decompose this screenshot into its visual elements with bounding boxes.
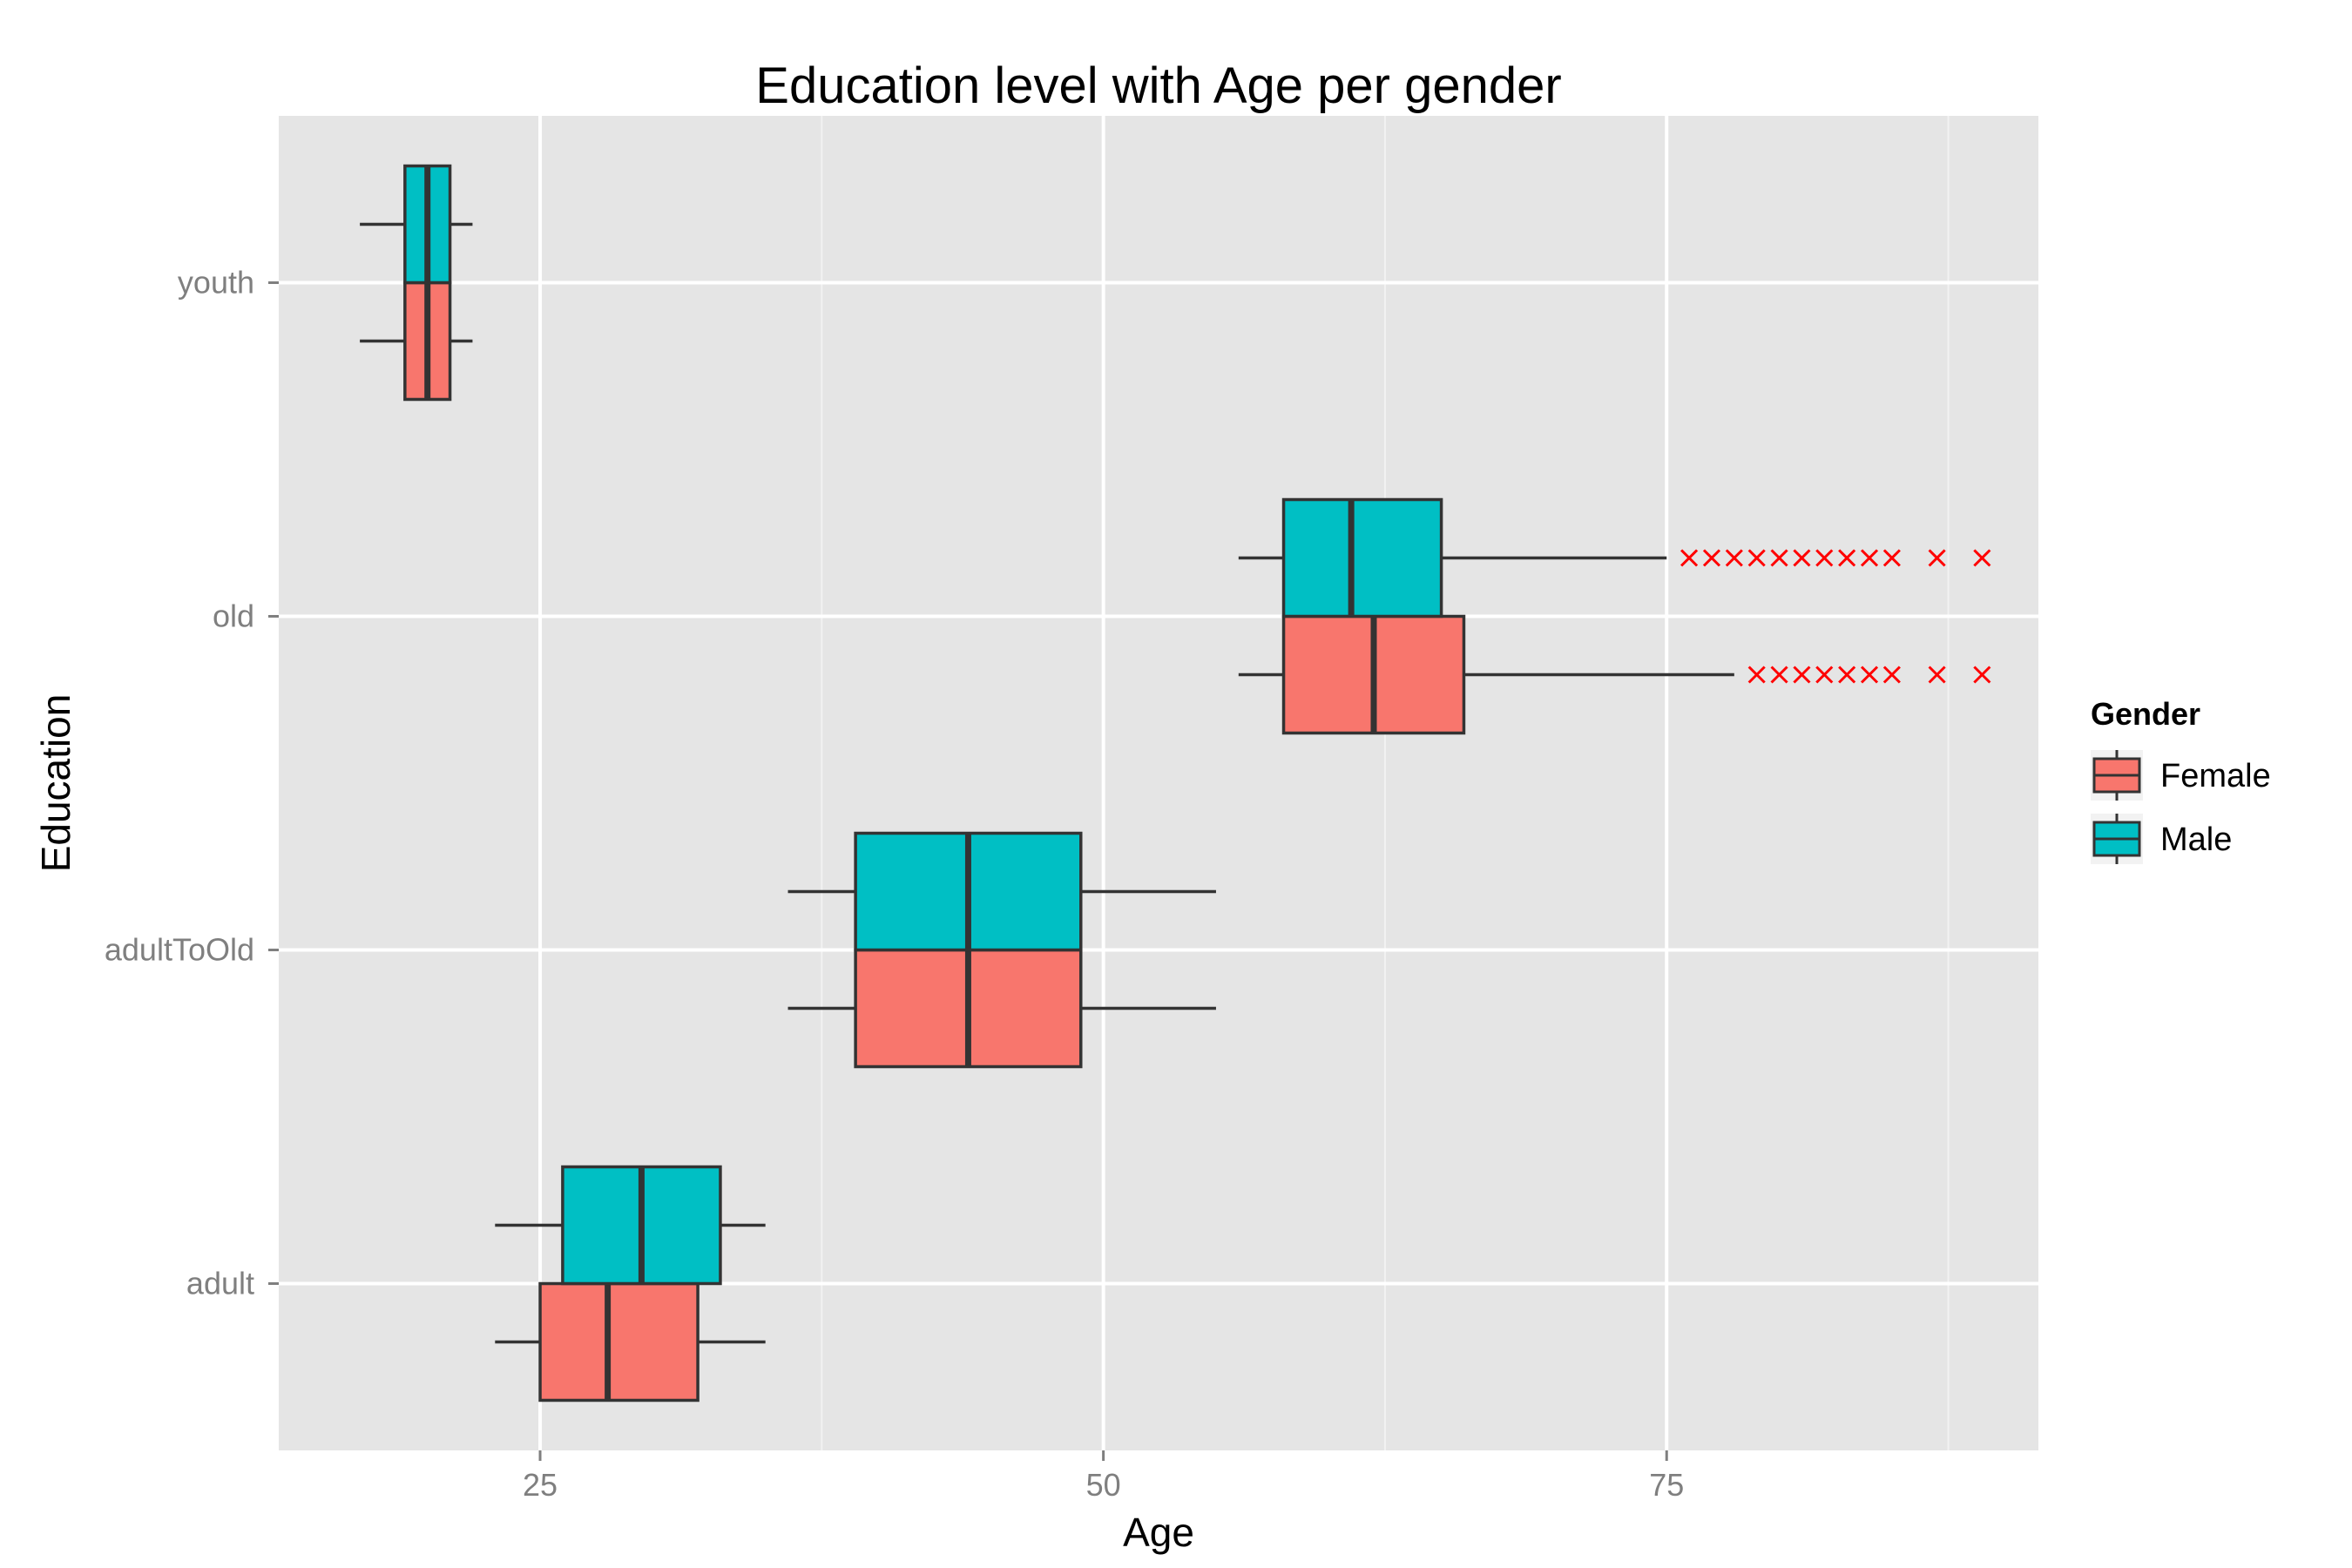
outlier-point: [1838, 666, 1856, 684]
outlier-cross-b: [1838, 549, 1856, 567]
box-adult-male: [495, 1165, 766, 1286]
outlier-cross-b: [1815, 666, 1834, 684]
x-tick-label: 50: [1086, 1467, 1121, 1503]
outlier-cross-b: [1702, 549, 1721, 567]
y-axis: adult adultToOld old youth: [105, 265, 279, 1301]
outlier-cross-b: [1882, 549, 1901, 567]
outlier-point: [1793, 549, 1811, 567]
outlier-cross-b: [1793, 666, 1811, 684]
x-tick-label: 25: [523, 1467, 558, 1503]
box-old-male: [1238, 497, 1667, 618]
outlier-point: [1928, 549, 1946, 567]
outlier-cross-b: [1973, 549, 1991, 567]
outlier-point: [1882, 549, 1901, 567]
outlier-point: [1725, 549, 1743, 567]
outlier-cross-b: [1770, 666, 1788, 684]
legend-keys: Female Male: [2091, 750, 2271, 864]
x-tick-label: 75: [1649, 1467, 1684, 1503]
outlier-cross-b: [1882, 666, 1901, 684]
y-tick-label: youth: [178, 265, 254, 301]
outlier-layer: [1680, 549, 1991, 684]
outlier-cross-b: [1860, 666, 1879, 684]
legend-entry-female: Female: [2091, 750, 2271, 801]
outlier-point: [1815, 549, 1834, 567]
outlier-point: [1747, 666, 1766, 684]
legend-title: Gender: [2091, 696, 2200, 732]
outlier-point: [1815, 666, 1834, 684]
outlier-cross-b: [1747, 666, 1766, 684]
legend: Gender Female Male: [2091, 696, 2271, 864]
legend-entry-male: Male: [2091, 814, 2232, 864]
outlier-cross-b: [1680, 549, 1699, 567]
y-tick-label: adult: [186, 1266, 254, 1301]
outlier-cross-b: [1928, 666, 1946, 684]
outlier-cross-b: [1928, 549, 1946, 567]
outlier-point: [1882, 666, 1901, 684]
box-adultToOld-female: [787, 948, 1216, 1069]
outlier-point: [1973, 666, 1991, 684]
outlier-cross-b: [1793, 549, 1811, 567]
outlier-point: [1770, 666, 1788, 684]
y-tick-label: adultToOld: [105, 932, 254, 968]
x-axis: 25 50 75: [523, 1450, 1684, 1503]
legend-label: Male: [2160, 821, 2232, 858]
box-adultToOld-male: [787, 831, 1216, 952]
outlier-point: [1860, 549, 1879, 567]
y-tick-label: old: [213, 598, 254, 634]
chart-title: Education level with Age per gender: [755, 57, 1561, 114]
box-adult-female: [495, 1281, 766, 1402]
outlier-cross-b: [1815, 549, 1834, 567]
legend-label: Female: [2160, 758, 2271, 794]
outlier-cross-b: [1838, 666, 1856, 684]
outlier-point: [1793, 666, 1811, 684]
outlier-cross-b: [1973, 666, 1991, 684]
box-iqr: [1281, 497, 1443, 618]
outlier-cross-b: [1770, 549, 1788, 567]
box-youth-male: [360, 164, 473, 285]
outlier-point: [1838, 549, 1856, 567]
grid-minor-lines: [821, 116, 1950, 1450]
outlier-cross-b: [1725, 549, 1743, 567]
outlier-point: [1680, 549, 1699, 567]
outlier-point: [1973, 549, 1991, 567]
outlier-cross-b: [1747, 549, 1766, 567]
box-layer: [360, 164, 1734, 1402]
outlier-point: [1770, 549, 1788, 567]
outlier-cross-b: [1860, 549, 1879, 567]
plot-panel: [279, 116, 2038, 1450]
x-axis-title: Age: [1123, 1510, 1194, 1555]
outlier-point: [1747, 549, 1766, 567]
y-axis-title: Education: [33, 694, 78, 873]
outlier-point: [1702, 549, 1721, 567]
outlier-point: [1928, 666, 1946, 684]
box-iqr: [538, 1281, 700, 1402]
outlier-point: [1860, 666, 1879, 684]
